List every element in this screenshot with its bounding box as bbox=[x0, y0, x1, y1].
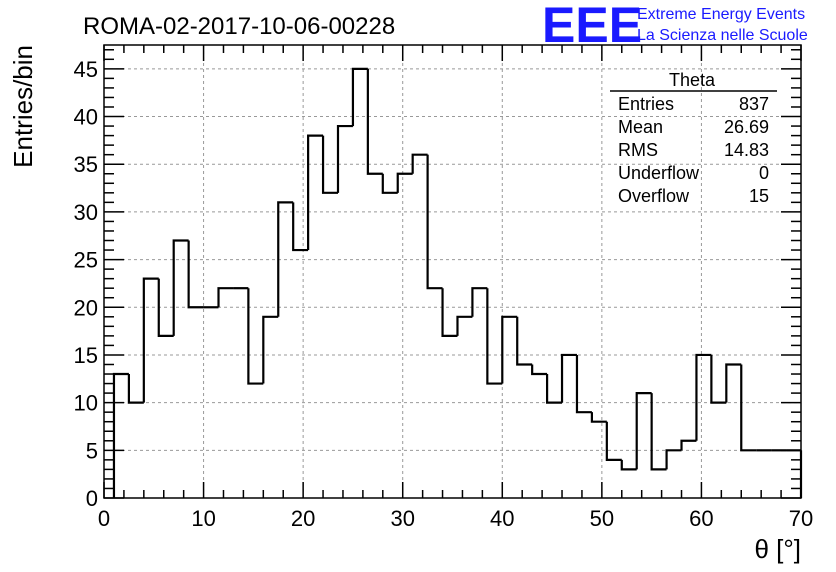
y-tick-label: 25 bbox=[74, 248, 98, 273]
histogram-bin bbox=[127, 374, 144, 404]
x-tick-label: 30 bbox=[390, 506, 414, 531]
histogram-bin bbox=[531, 364, 548, 376]
histogram-bin bbox=[501, 315, 518, 384]
histogram-bin bbox=[620, 459, 637, 471]
histogram-bin bbox=[277, 201, 294, 317]
stats-box: Theta Entries 837 Mean 26.69 RMS 14.83 Underfl… bbox=[610, 70, 777, 206]
y-tick-label: 40 bbox=[74, 105, 98, 130]
histogram-bin bbox=[336, 124, 353, 193]
histogram-bin bbox=[142, 277, 159, 403]
y-tick-label: 30 bbox=[74, 200, 98, 225]
y-tick-label: 15 bbox=[74, 343, 98, 368]
histogram-bin bbox=[650, 393, 667, 471]
x-axis-ticks: 0 10 20 30 40 50 60 70 bbox=[98, 45, 813, 531]
histogram-bin bbox=[605, 421, 622, 461]
stats-label: Mean bbox=[618, 117, 663, 137]
plot-frame bbox=[103, 44, 802, 499]
histogram-bin bbox=[217, 287, 234, 308]
histogram-bars bbox=[112, 67, 803, 498]
histogram-bin bbox=[292, 202, 309, 252]
y-tick-label: 0 bbox=[86, 486, 98, 511]
histogram-bin bbox=[157, 278, 174, 337]
stats-rows: Entries 837 Mean 26.69 RMS 14.83 Underflow 0 Ove… bbox=[618, 94, 769, 206]
x-tick-label: 70 bbox=[789, 506, 813, 531]
x-tick-label: 10 bbox=[191, 506, 215, 531]
stats-value: 0 bbox=[759, 163, 769, 183]
stats-value: 26.69 bbox=[724, 117, 769, 137]
x-tick-label: 20 bbox=[291, 506, 315, 531]
histogram-bin bbox=[187, 240, 204, 309]
histogram-bin bbox=[381, 173, 398, 194]
histogram-bin bbox=[351, 67, 368, 127]
y-axis-ticks: 0 5 10 15 20 25 30 35 40 45 bbox=[74, 49, 801, 511]
histogram-bin bbox=[396, 172, 413, 193]
stats-value: 15 bbox=[749, 186, 769, 206]
histogram-bin bbox=[725, 363, 742, 403]
histogram-bin bbox=[247, 288, 264, 385]
histogram-bin bbox=[366, 68, 383, 175]
histogram-bin bbox=[575, 354, 592, 414]
stats-title: Theta bbox=[669, 70, 716, 90]
chart-title: ROMA-02-2017-10-06-00228 bbox=[83, 13, 395, 40]
y-tick-label: 10 bbox=[74, 391, 98, 416]
histogram-bin bbox=[665, 449, 682, 470]
eee-logo: EEE Extreme Energy Events La Scienza nel… bbox=[542, 0, 808, 53]
histogram-bin bbox=[516, 316, 533, 366]
histogram-bin bbox=[590, 412, 607, 423]
histogram-bin bbox=[560, 353, 577, 403]
histogram-bin bbox=[695, 353, 712, 441]
stats-value: 14.83 bbox=[724, 140, 769, 160]
stats-label: RMS bbox=[618, 140, 658, 160]
histogram-bin bbox=[172, 239, 189, 336]
x-tick-label: 0 bbox=[98, 506, 110, 531]
histogram-bin bbox=[307, 134, 324, 251]
logo-line-1: Extreme Energy Events bbox=[637, 6, 805, 23]
grid-lines bbox=[104, 45, 801, 498]
histogram-bin bbox=[635, 391, 652, 470]
histogram-bin bbox=[740, 364, 757, 452]
histogram-bin bbox=[680, 439, 697, 451]
histogram-bin bbox=[486, 288, 503, 385]
y-tick-label: 45 bbox=[74, 57, 98, 82]
histogram-bin bbox=[112, 372, 129, 498]
stats-value: 837 bbox=[739, 94, 769, 114]
y-tick-label: 35 bbox=[74, 152, 98, 177]
stats-label: Overflow bbox=[618, 186, 690, 206]
histogram-bin bbox=[710, 354, 727, 404]
histogram-bin bbox=[262, 315, 279, 384]
histogram-bin bbox=[426, 154, 443, 290]
logo-mark: EEE bbox=[542, 0, 642, 53]
stats-label: Entries bbox=[618, 94, 674, 114]
y-tick-label: 5 bbox=[86, 438, 98, 463]
histogram-bin bbox=[321, 135, 338, 194]
y-axis-title: Entries/bin bbox=[8, 45, 38, 168]
histogram-bin bbox=[411, 153, 428, 174]
logo-line-2: La Scienza nelle Scuole bbox=[637, 27, 808, 44]
x-tick-label: 60 bbox=[689, 506, 713, 531]
histogram-bin bbox=[441, 288, 458, 337]
histogram-bin bbox=[545, 374, 563, 404]
y-tick-label: 20 bbox=[74, 295, 98, 320]
histogram-bin bbox=[471, 287, 488, 317]
stats-label: Underflow bbox=[618, 163, 700, 183]
x-tick-label: 40 bbox=[490, 506, 514, 531]
x-tick-label: 50 bbox=[590, 506, 614, 531]
x-axis-title: θ [°] bbox=[754, 534, 801, 564]
histogram-bin bbox=[456, 315, 473, 336]
